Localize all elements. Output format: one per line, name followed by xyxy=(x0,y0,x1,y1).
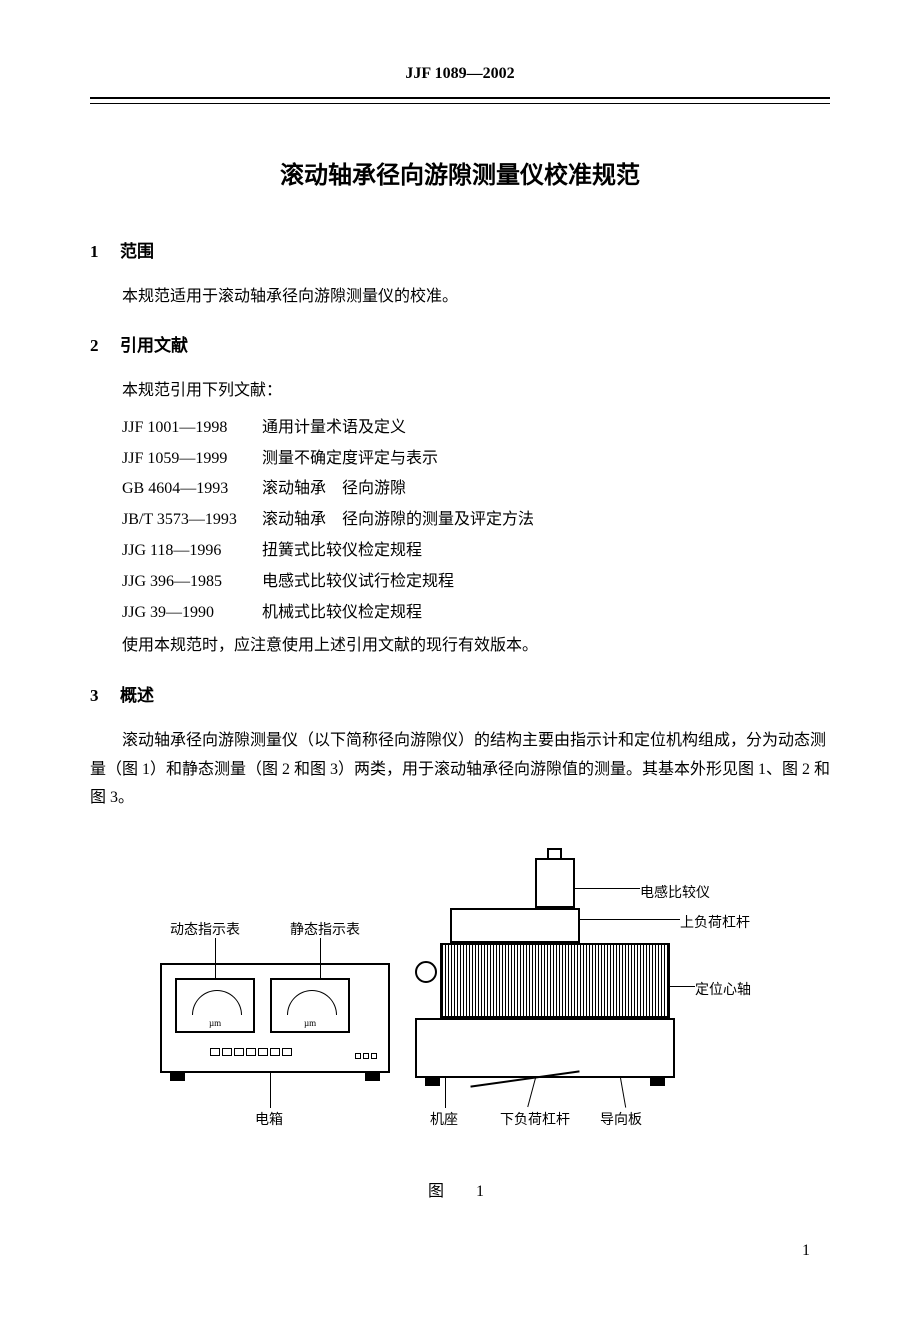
section-2-title: 引用文献 xyxy=(120,336,188,355)
label-position-spindle: 定位心轴 xyxy=(695,978,751,1003)
label-guide-plate: 导向板 xyxy=(600,1108,642,1133)
figure-1-drawing: µm µm xyxy=(140,843,780,1163)
section-1-heading: 1范围 xyxy=(90,237,830,268)
foot-shape xyxy=(365,1073,380,1081)
meter-unit-label: µm xyxy=(304,1015,316,1031)
ref-item: JJG 118—1996扭簧式比较仪检定规程 xyxy=(122,537,830,566)
ref-code: GB 4604—1993 xyxy=(122,475,262,504)
ref-title: 滚动轴承 径向游隙 xyxy=(262,480,406,497)
leader-line xyxy=(320,938,321,978)
ref-title: 测量不确定度评定与表示 xyxy=(262,450,438,467)
dynamic-meter-shape: µm xyxy=(175,978,255,1033)
label-inductance-comparator: 电感比较仪 xyxy=(640,881,710,906)
leader-line xyxy=(575,888,640,889)
leader-line xyxy=(445,1078,446,1108)
label-lower-lever: 下负荷杠杆 xyxy=(500,1108,570,1133)
leader-line xyxy=(620,1078,626,1108)
ref-title: 滚动轴承 径向游隙的测量及评定方法 xyxy=(262,511,534,528)
ref-code: JB/T 3573—1993 xyxy=(122,506,262,535)
inductance-comparator-shape xyxy=(535,858,575,908)
small-controls-shape xyxy=(355,1053,377,1059)
foot-shape xyxy=(425,1078,440,1086)
upper-housing-shape xyxy=(450,908,580,943)
foot-shape xyxy=(170,1073,185,1081)
section-2-number: 2 xyxy=(90,331,120,362)
ref-title: 机械式比较仪检定规程 xyxy=(262,604,422,621)
ref-item: JJF 1059—1999测量不确定度评定与表示 xyxy=(122,445,830,474)
figure-1: µm µm xyxy=(90,843,830,1207)
button-row-shape xyxy=(210,1048,292,1056)
ref-code: JJG 118—1996 xyxy=(122,537,262,566)
page-container: JJF 1089—2002 滚动轴承径向游隙测量仪校准规范 1范围 本规范适用于… xyxy=(0,0,920,1306)
ref-title: 扭簧式比较仪检定规程 xyxy=(262,542,422,559)
section-2-note: 使用本规范时，应注意使用上述引用文献的现行有效版本。 xyxy=(90,632,830,661)
section-3-number: 3 xyxy=(90,681,120,712)
references-list: JJF 1001—1998通用计量术语及定义 JJF 1059—1999测量不确… xyxy=(122,414,830,628)
header-standard-code: JJF 1089—2002 xyxy=(90,60,830,99)
meter-unit-label: µm xyxy=(209,1015,221,1031)
leader-line xyxy=(270,1073,271,1108)
label-upper-lever: 上负荷杠杆 xyxy=(680,911,750,936)
section-2-heading: 2引用文献 xyxy=(90,331,830,362)
label-base: 机座 xyxy=(430,1108,458,1133)
ref-item: JJG 396—1985电感式比较仪试行检定规程 xyxy=(122,568,830,597)
leader-line xyxy=(215,938,216,978)
ref-code: JJG 39—1990 xyxy=(122,599,262,628)
section-3-body: 滚动轴承径向游隙测量仪（以下简称径向游隙仪）的结构主要由指示计和定位机构组成，分… xyxy=(90,727,830,813)
label-electric-box: 电箱 xyxy=(255,1108,283,1133)
label-static-meter: 静态指示表 xyxy=(290,918,360,943)
section-1-number: 1 xyxy=(90,237,120,268)
leader-line xyxy=(670,986,695,987)
section-2-intro: 本规范引用下列文献： xyxy=(90,377,830,406)
label-dynamic-meter: 动态指示表 xyxy=(170,918,240,943)
dial-gauge-shape xyxy=(415,961,437,983)
section-3-heading: 3概述 xyxy=(90,681,830,712)
ref-item: JB/T 3573—1993滚动轴承 径向游隙的测量及评定方法 xyxy=(122,506,830,535)
ref-code: JJG 396—1985 xyxy=(122,568,262,597)
header-rule xyxy=(90,103,830,104)
static-meter-shape: µm xyxy=(270,978,350,1033)
ref-item: JJG 39—1990机械式比较仪检定规程 xyxy=(122,599,830,628)
document-title: 滚动轴承径向游隙测量仪校准规范 xyxy=(90,154,830,197)
ref-title: 通用计量术语及定义 xyxy=(262,419,406,436)
section-1-title: 范围 xyxy=(120,242,154,261)
comparator-top-shape xyxy=(547,848,562,860)
section-3-title: 概述 xyxy=(120,686,154,705)
machine-base-shape xyxy=(415,1018,675,1078)
foot-shape xyxy=(650,1078,665,1086)
ref-item: JJF 1001—1998通用计量术语及定义 xyxy=(122,414,830,443)
leader-line xyxy=(527,1078,536,1107)
leader-line xyxy=(580,919,680,920)
ref-title: 电感式比较仪试行检定规程 xyxy=(262,573,454,590)
ref-code: JJF 1001—1998 xyxy=(122,414,262,443)
figure-1-caption: 图 1 xyxy=(90,1178,830,1207)
machine-body-shape xyxy=(440,943,670,1018)
page-number: 1 xyxy=(90,1237,830,1266)
ref-code: JJF 1059—1999 xyxy=(122,445,262,474)
section-1-body: 本规范适用于滚动轴承径向游隙测量仪的校准。 xyxy=(90,283,830,312)
ref-item: GB 4604—1993滚动轴承 径向游隙 xyxy=(122,475,830,504)
